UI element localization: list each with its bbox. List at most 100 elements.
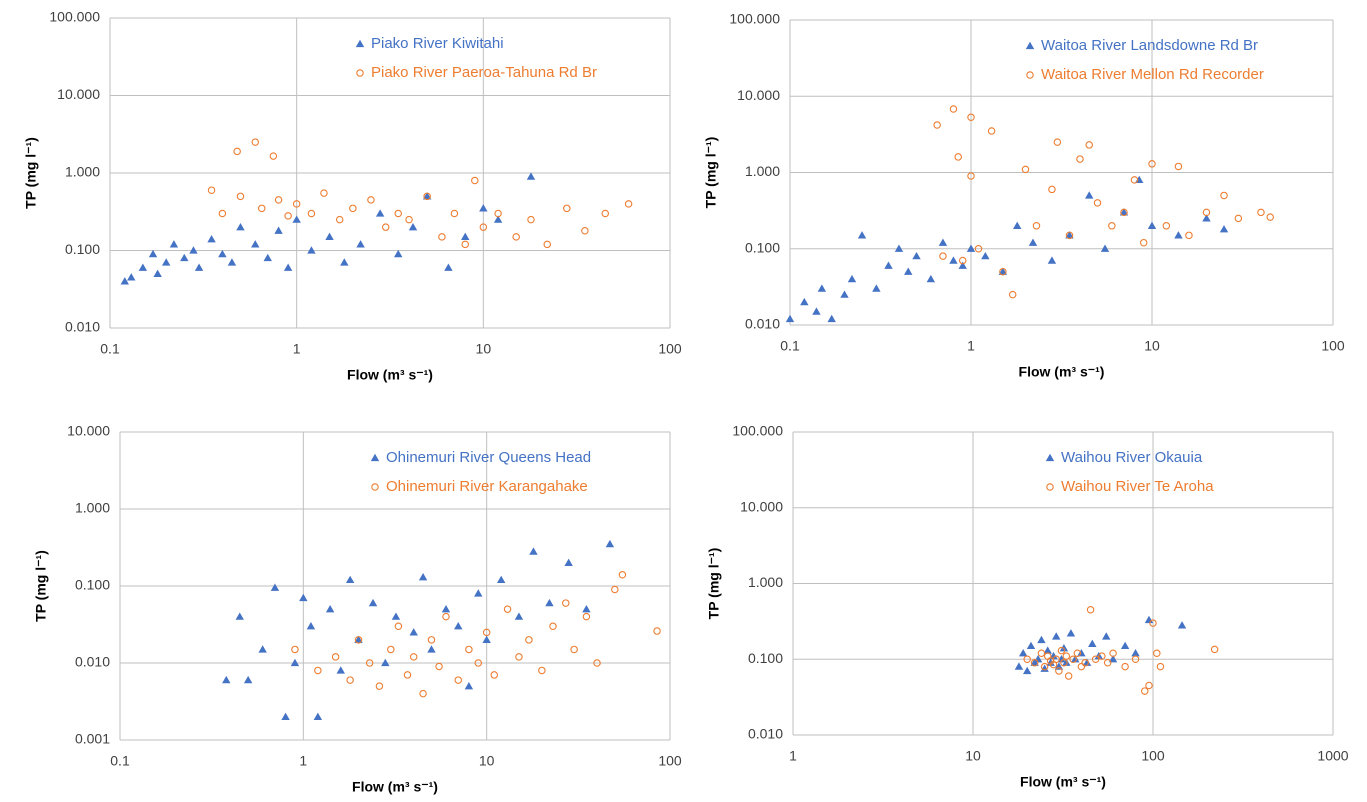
series (933, 105, 1274, 299)
point (474, 659, 483, 667)
legend-marker (1025, 41, 1035, 50)
point (1040, 662, 1049, 671)
x-axis-label: Flow (m³ s⁻¹) (1020, 774, 1106, 790)
point (435, 662, 443, 671)
point (450, 209, 459, 218)
point (561, 599, 570, 607)
point (257, 204, 266, 213)
point (933, 121, 941, 129)
point (1073, 649, 1082, 658)
y-tick-label: 0.100 (745, 239, 780, 255)
point (292, 200, 301, 208)
point (1033, 655, 1043, 663)
point (974, 245, 983, 253)
point (1077, 662, 1086, 671)
point (222, 675, 231, 684)
point (441, 604, 451, 613)
x-tick-label: 10 (965, 748, 981, 764)
point (409, 628, 418, 636)
point (251, 240, 260, 248)
legend-label: Piako River Kiwitahi (371, 35, 504, 52)
point (403, 671, 412, 679)
y-tick-label: 0.100 (748, 650, 783, 666)
legend-marker (370, 453, 380, 462)
x-tick-label: 0.1 (780, 338, 800, 354)
point (1131, 655, 1140, 663)
point (1043, 646, 1052, 654)
point (1185, 231, 1193, 240)
point (218, 249, 227, 258)
point (340, 258, 349, 266)
x-tick-label: 10 (476, 341, 492, 357)
point (479, 204, 488, 212)
y-tick-label: 0.010 (745, 316, 780, 332)
x-tick-label: 1 (789, 748, 797, 764)
point (515, 653, 523, 661)
point (1062, 652, 1071, 660)
point (611, 585, 619, 594)
point (442, 612, 450, 621)
x-tick-label: 0.1 (110, 753, 130, 769)
legend-marker (356, 69, 364, 77)
point (1030, 658, 1039, 667)
point (251, 138, 260, 146)
point (325, 604, 335, 613)
point (526, 172, 536, 180)
point (605, 539, 615, 548)
point (1018, 649, 1028, 657)
point (949, 256, 958, 264)
point (465, 645, 473, 654)
series (1014, 615, 1187, 675)
point (354, 635, 363, 643)
point (207, 234, 216, 243)
point (394, 209, 402, 218)
point (365, 659, 374, 667)
point (1053, 138, 1062, 146)
point (514, 612, 524, 620)
series (1023, 606, 1219, 695)
point (381, 658, 390, 667)
legend-label: Ohinemuri River Karangahake (386, 478, 588, 495)
y-tick-label: 1.000 (745, 163, 780, 179)
point (292, 215, 301, 223)
point (427, 645, 436, 653)
point (444, 263, 453, 271)
series (207, 138, 633, 249)
y-tick-label: 10.000 (737, 87, 780, 103)
point (1069, 655, 1077, 663)
point (233, 147, 241, 156)
point (966, 244, 976, 252)
y-tick-label: 1.000 (75, 500, 110, 516)
point (563, 204, 571, 213)
y-axis-label: TP (mg l⁻¹) (33, 550, 49, 622)
point (1220, 191, 1228, 200)
point (405, 215, 413, 224)
y-tick-label: 100.000 (49, 9, 100, 25)
point (800, 297, 809, 306)
point (527, 215, 535, 224)
y-tick-label: 0.010 (75, 654, 110, 670)
point (299, 593, 308, 602)
point (1062, 658, 1071, 666)
point (1108, 655, 1118, 663)
point (1021, 165, 1030, 174)
point (263, 253, 272, 262)
point (313, 712, 323, 720)
point (391, 612, 401, 620)
x-tick-label: 10 (479, 753, 495, 769)
point (161, 258, 171, 266)
x-tick-label: 100 (658, 341, 682, 357)
series (785, 175, 1229, 323)
point (847, 274, 857, 283)
point (387, 645, 395, 654)
y-tick-label: 0.001 (75, 731, 110, 747)
point (394, 622, 403, 631)
point (423, 192, 431, 201)
point (884, 261, 893, 269)
point (1139, 238, 1148, 247)
point (320, 189, 328, 197)
x-tick-label: 100 (1321, 338, 1345, 354)
point (1037, 649, 1046, 658)
point (967, 172, 975, 180)
